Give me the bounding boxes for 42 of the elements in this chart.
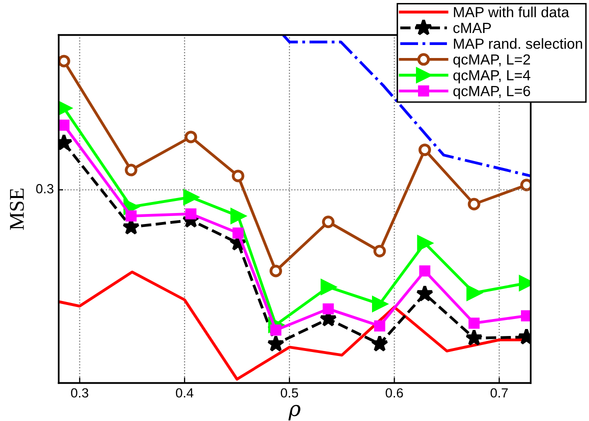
point bbox=[373, 244, 386, 258]
legend-label: qcMAP, L=2 bbox=[453, 54, 530, 68]
x-tick-label: 0.7 bbox=[490, 388, 508, 398]
point bbox=[419, 265, 430, 276]
point bbox=[270, 264, 282, 278]
point bbox=[371, 334, 388, 352]
point bbox=[468, 318, 480, 329]
point bbox=[230, 208, 246, 224]
legend-label: qcMAP, L=4 bbox=[453, 70, 530, 84]
point bbox=[183, 190, 198, 205]
point bbox=[520, 310, 531, 322]
point bbox=[320, 279, 336, 295]
point bbox=[124, 164, 138, 176]
point bbox=[418, 144, 432, 156]
point bbox=[58, 54, 70, 68]
x-tick-label: 0.3 bbox=[71, 388, 88, 398]
x-axis-title: ρ bbox=[288, 404, 300, 420]
point bbox=[465, 329, 483, 346]
point bbox=[468, 198, 480, 210]
x-tick-label: 0.5 bbox=[280, 388, 298, 398]
point bbox=[184, 130, 198, 144]
point bbox=[374, 320, 386, 332]
point bbox=[322, 303, 334, 314]
legend-label: qcMAP, L=6 bbox=[453, 86, 530, 100]
point bbox=[416, 284, 434, 302]
text: 0.3 bbox=[36, 184, 54, 194]
legend-label: MAP rand. selection bbox=[454, 38, 582, 49]
point bbox=[267, 334, 284, 352]
y-axis-title: MSE bbox=[10, 188, 24, 230]
point bbox=[322, 216, 335, 228]
point bbox=[466, 285, 482, 301]
x-tick-label: 0.6 bbox=[386, 388, 403, 398]
legend-label: cMAP bbox=[453, 22, 491, 34]
point bbox=[126, 210, 137, 222]
point bbox=[417, 235, 432, 251]
x-tick-label: 0.4 bbox=[176, 388, 194, 398]
point bbox=[372, 296, 388, 312]
point bbox=[58, 120, 70, 131]
point bbox=[185, 208, 196, 220]
point bbox=[232, 170, 244, 182]
point bbox=[232, 227, 244, 239]
legend-label: MAP with full data bbox=[454, 6, 570, 18]
